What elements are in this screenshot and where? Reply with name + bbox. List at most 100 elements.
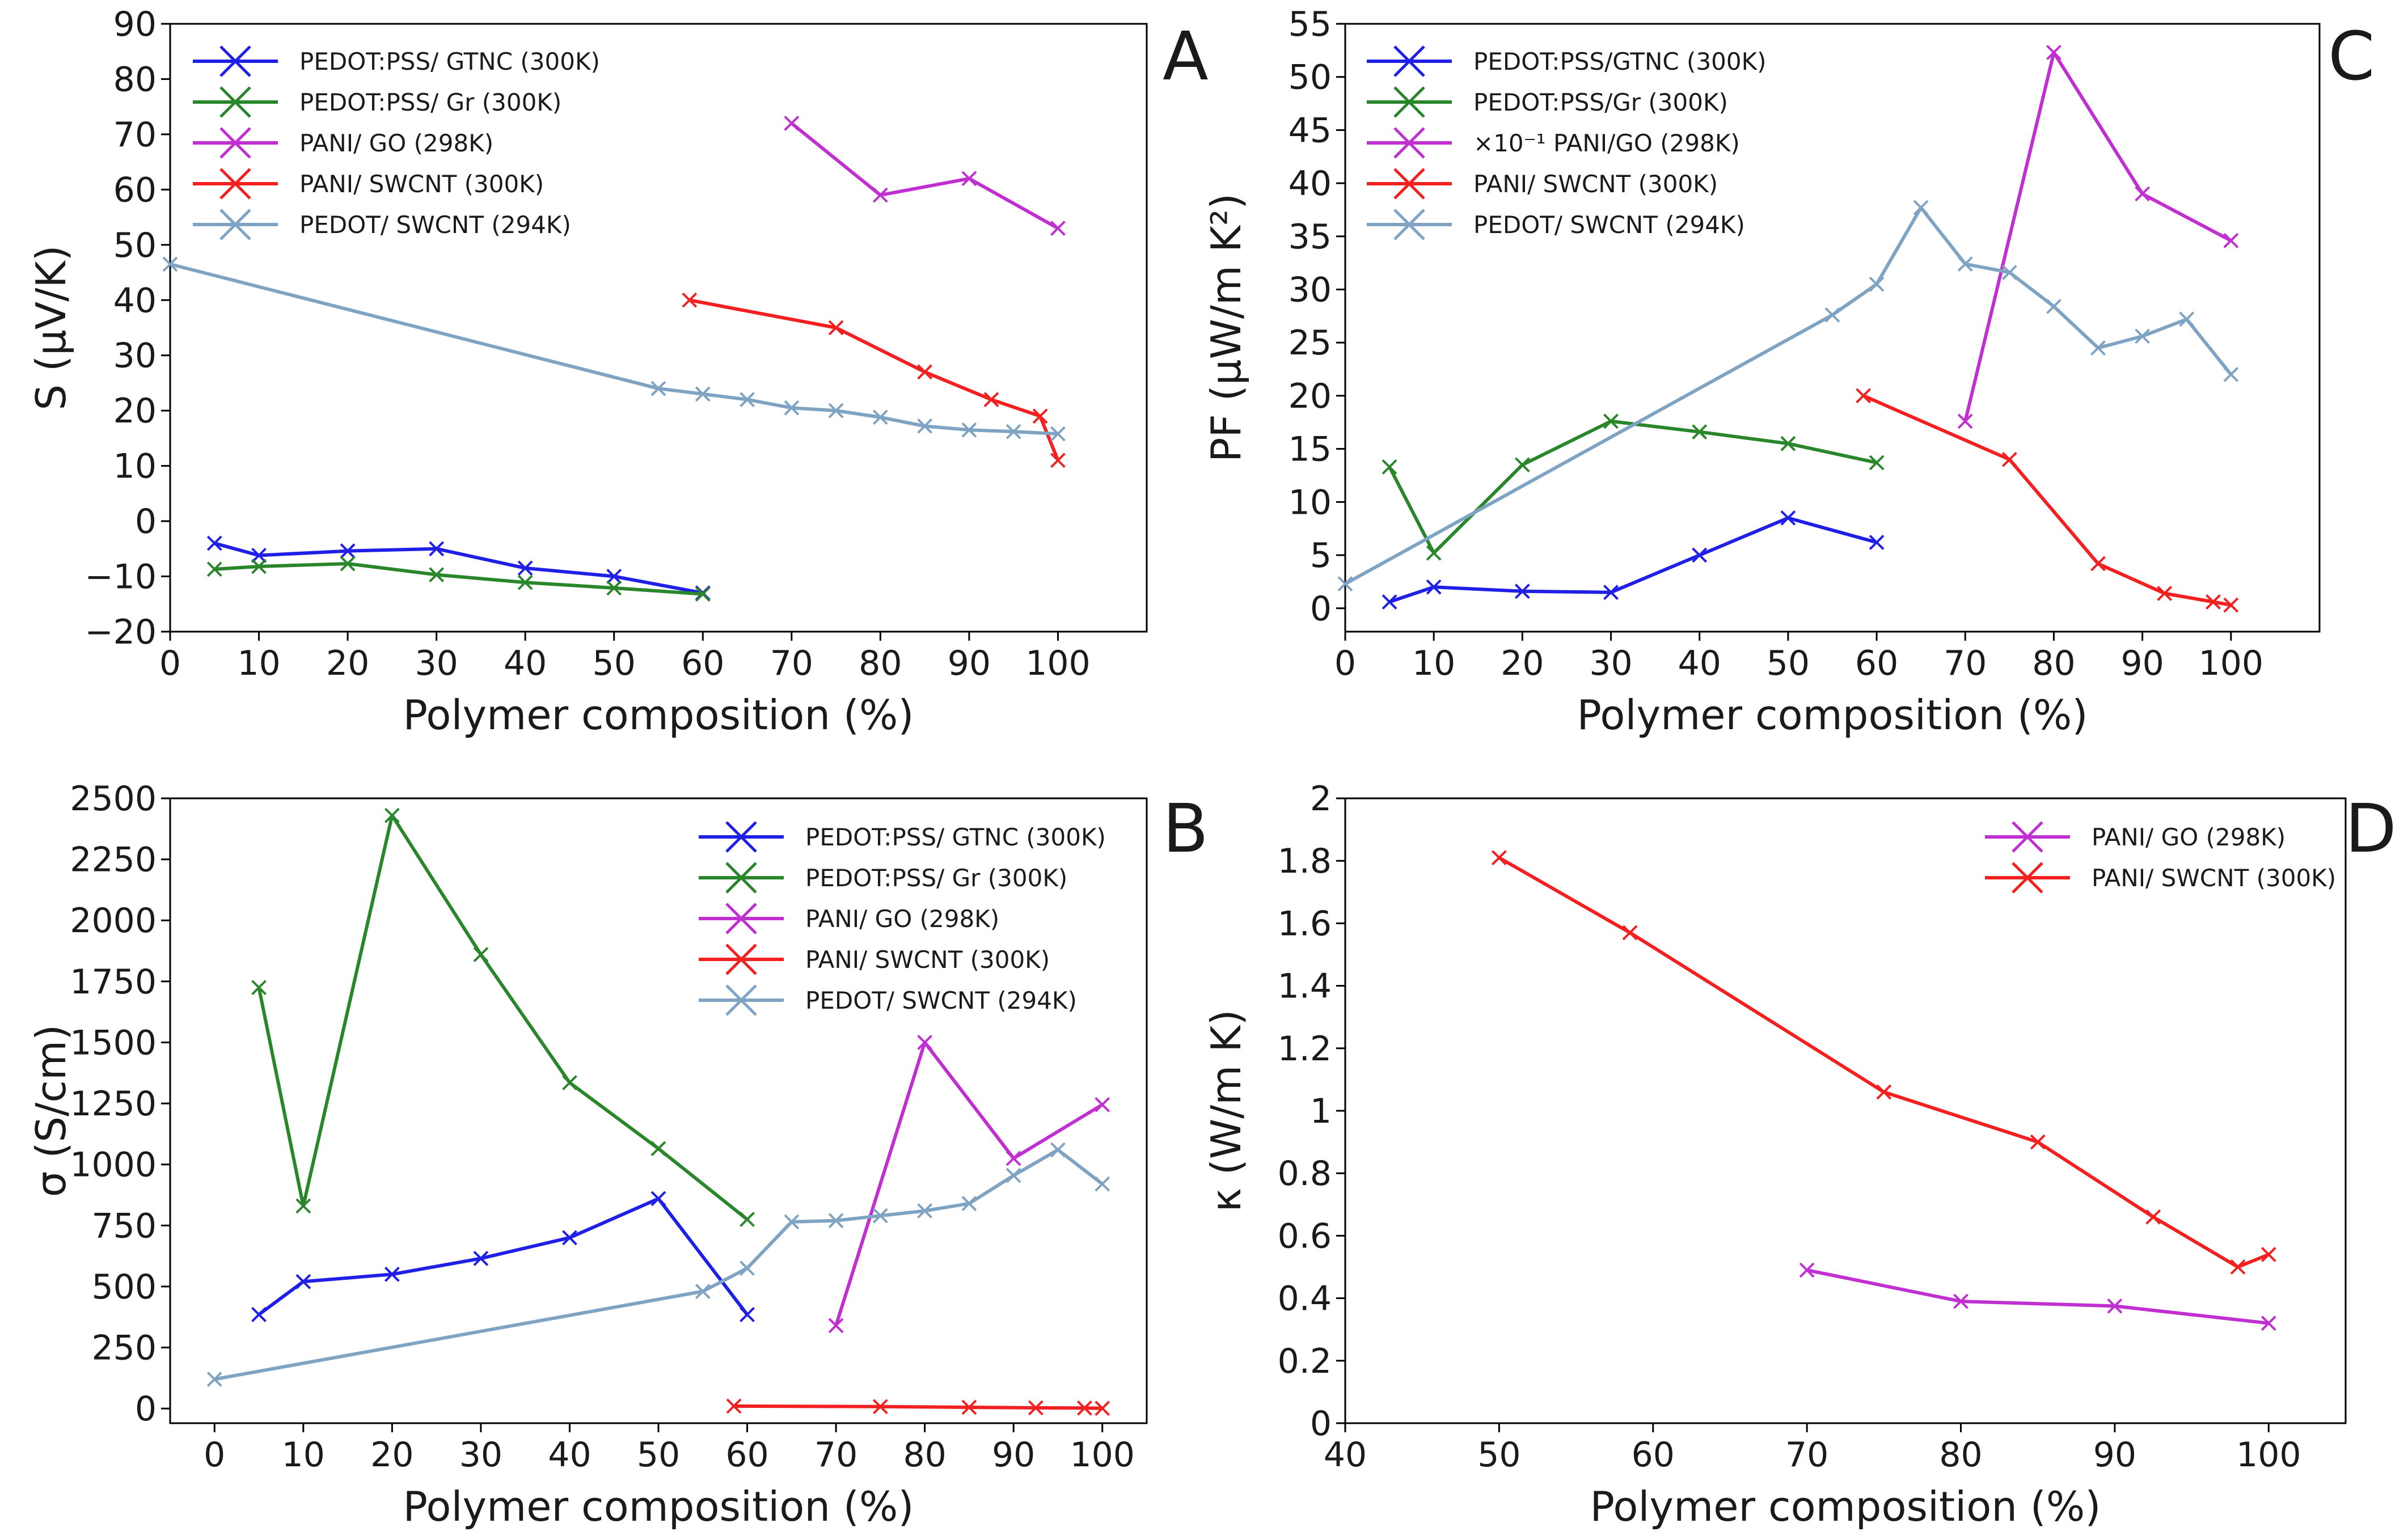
panel-d-y-tick-label: 1 (1310, 1091, 1332, 1131)
panel-b-data-point (740, 1307, 755, 1322)
panel-c-x-tick-label: 80 (2032, 644, 2075, 683)
panel-b-series-pedot-pss-gr-300k (251, 807, 755, 1227)
panel-b-x-tick-label: 70 (814, 1435, 857, 1475)
panel-b-data-point (695, 1284, 711, 1299)
panel-a-data-point (1050, 221, 1066, 236)
legend-swatch-marker (219, 127, 251, 159)
panel-a-data-point (1050, 452, 1066, 468)
panel-a-x-tick-label: 0 (159, 644, 181, 683)
legend-swatch-marker (725, 862, 757, 894)
panel-a-data-point (917, 418, 933, 434)
panel-b-data-point (917, 1203, 933, 1219)
panel-d-y-tick-label: 1.4 (1278, 967, 1332, 1006)
panel-b-data-point (562, 1075, 577, 1090)
panel-c-x-axis-label: Polymer composition (%) (1577, 691, 2088, 739)
legend-swatch-marker (1393, 168, 1425, 200)
panel-b-x-tick-label: 10 (282, 1435, 325, 1475)
panel-b-data-point (562, 1230, 577, 1246)
panel-a-data-point (1032, 408, 1048, 424)
panel-c-y-tick-label: 10 (1289, 483, 1332, 522)
panel-d-y-tick-label: 1.2 (1278, 1029, 1332, 1069)
panel-a-data-point (828, 320, 844, 336)
panel-c-letter: C (2328, 17, 2375, 95)
panel-d-y-tick-label: 0.2 (1278, 1342, 1332, 1381)
panel-a-data-point (1050, 426, 1066, 442)
legend-label: PEDOT:PSS/ Gr (300K) (299, 88, 561, 116)
panel-c-data-point (2206, 594, 2221, 610)
panel-d-data-point (2261, 1247, 2276, 1262)
panel-c-data-point (1869, 455, 1885, 471)
legend-swatch-marker (219, 168, 251, 200)
panel-b-x-tick-label: 50 (637, 1435, 680, 1475)
panel-a-x-tick-label: 90 (948, 644, 991, 683)
panel-d-data-point (1799, 1262, 1815, 1278)
panel-c-legend: PEDOT:PSS/GTNC (300K) PEDOT:PSS/Gr (300K)… (1367, 45, 1767, 240)
legend-label: PANI/ SWCNT (300K) (2092, 864, 2336, 892)
panel-a-data-point (828, 403, 844, 418)
panel-a-data-point (206, 561, 222, 577)
panel-c-data-point (1824, 307, 1840, 323)
panel-b-data-point (1095, 1176, 1110, 1192)
panel-c-data-point (1869, 276, 1885, 292)
legend-swatch-marker (1393, 86, 1425, 118)
panel-c-y-tick-label: 40 (1289, 164, 1332, 204)
panel-c: 0 10 20 30 40 50 60 70 80 90 100 0 5 10 15 20 25 30 35 40 45… (1202, 5, 2375, 739)
panel-c-x-tick-label: 50 (1767, 644, 1810, 683)
panel-b-data-point (784, 1214, 800, 1230)
panel-b-data-point (828, 1318, 844, 1334)
panel-a-data-point (872, 187, 888, 203)
panel-a-data-point (961, 422, 977, 438)
panel-b-series-pani-go-298k (828, 1035, 1110, 1334)
panel-c-y-tick-label: 30 (1289, 270, 1332, 310)
panel-c-data-point (2090, 340, 2106, 356)
panel-c-series-pedot-swcnt-294k (1337, 200, 2239, 592)
panel-c-y-tick-label: 45 (1289, 111, 1332, 150)
panel-c-data-point (1692, 547, 1708, 563)
panel-a-y-tick-label: 60 (113, 170, 157, 210)
panel-c-y-tick-label: 15 (1289, 430, 1332, 469)
panel-b-series-pedot-pss-gtnc-300k (251, 1191, 755, 1322)
panel-c-data-point (1382, 459, 1397, 475)
panel-b-data-point (473, 947, 489, 962)
panel-a-data-point (606, 580, 622, 596)
panel-b-y-tick-label: 250 (91, 1329, 157, 1368)
legend-swatch-marker (1393, 45, 1425, 77)
panel-b-y-tick-label: 2250 (70, 840, 157, 880)
panel-c-series-line (1389, 516, 1877, 604)
panel-c-data-point (2223, 597, 2239, 613)
panel-d-axes-frame (1344, 797, 2347, 1424)
legend-label: PEDOT/ SWCNT (294K) (805, 987, 1077, 1014)
panel-d-data-point (1876, 1084, 1892, 1100)
legend-swatch-marker (219, 45, 251, 77)
panel-c-series-pedot-pss-gr-300k (1382, 413, 1885, 561)
panel-a-x-tick-label: 100 (1025, 644, 1091, 683)
panel-c-data-point (1426, 545, 1442, 561)
panel-a: 0 10 20 30 40 50 60 70 80 90 100 −20 −10 0 10 20 30 40 50 6… (27, 5, 1209, 739)
panel-a-data-point (429, 567, 445, 583)
panel-d-y-tick-label: 1.6 (1278, 904, 1332, 944)
panel-a-letter: A (1163, 17, 1209, 95)
panel-c-data-point (1780, 435, 1796, 451)
panel-d-y-tick-label: 1.8 (1278, 841, 1332, 881)
panel-b-data-point (1028, 1400, 1044, 1416)
panel-c-series-10-pani-go-298k (1957, 45, 2239, 429)
legend-swatch-marker (1393, 127, 1425, 159)
panel-c-data-point (1426, 579, 1442, 595)
panel-c-data-point (2001, 265, 2017, 280)
panel-c-data-point (1692, 424, 1708, 440)
panel-b-y-tick-label: 1000 (70, 1145, 157, 1185)
panel-c-data-point (1382, 594, 1397, 610)
panel-b-data-point (740, 1212, 755, 1227)
panel-a-data-point (695, 586, 711, 602)
panel-a-data-point (340, 543, 356, 559)
legend-label: ×10⁻¹ PANI/GO (298K) (1473, 129, 1740, 157)
panel-c-data-point (1856, 388, 1872, 404)
panel-b-y-tick-label: 2000 (70, 901, 157, 941)
panel-b-x-tick-label: 30 (459, 1435, 502, 1475)
panel-b-y-tick-label: 1500 (70, 1023, 157, 1063)
panel-a-series-line (214, 541, 703, 595)
panel-b-y-tick-label: 1250 (70, 1084, 157, 1124)
panel-b-y-tick-label: 0 (135, 1389, 157, 1429)
panel-c-x-tick-label: 30 (1589, 644, 1632, 683)
